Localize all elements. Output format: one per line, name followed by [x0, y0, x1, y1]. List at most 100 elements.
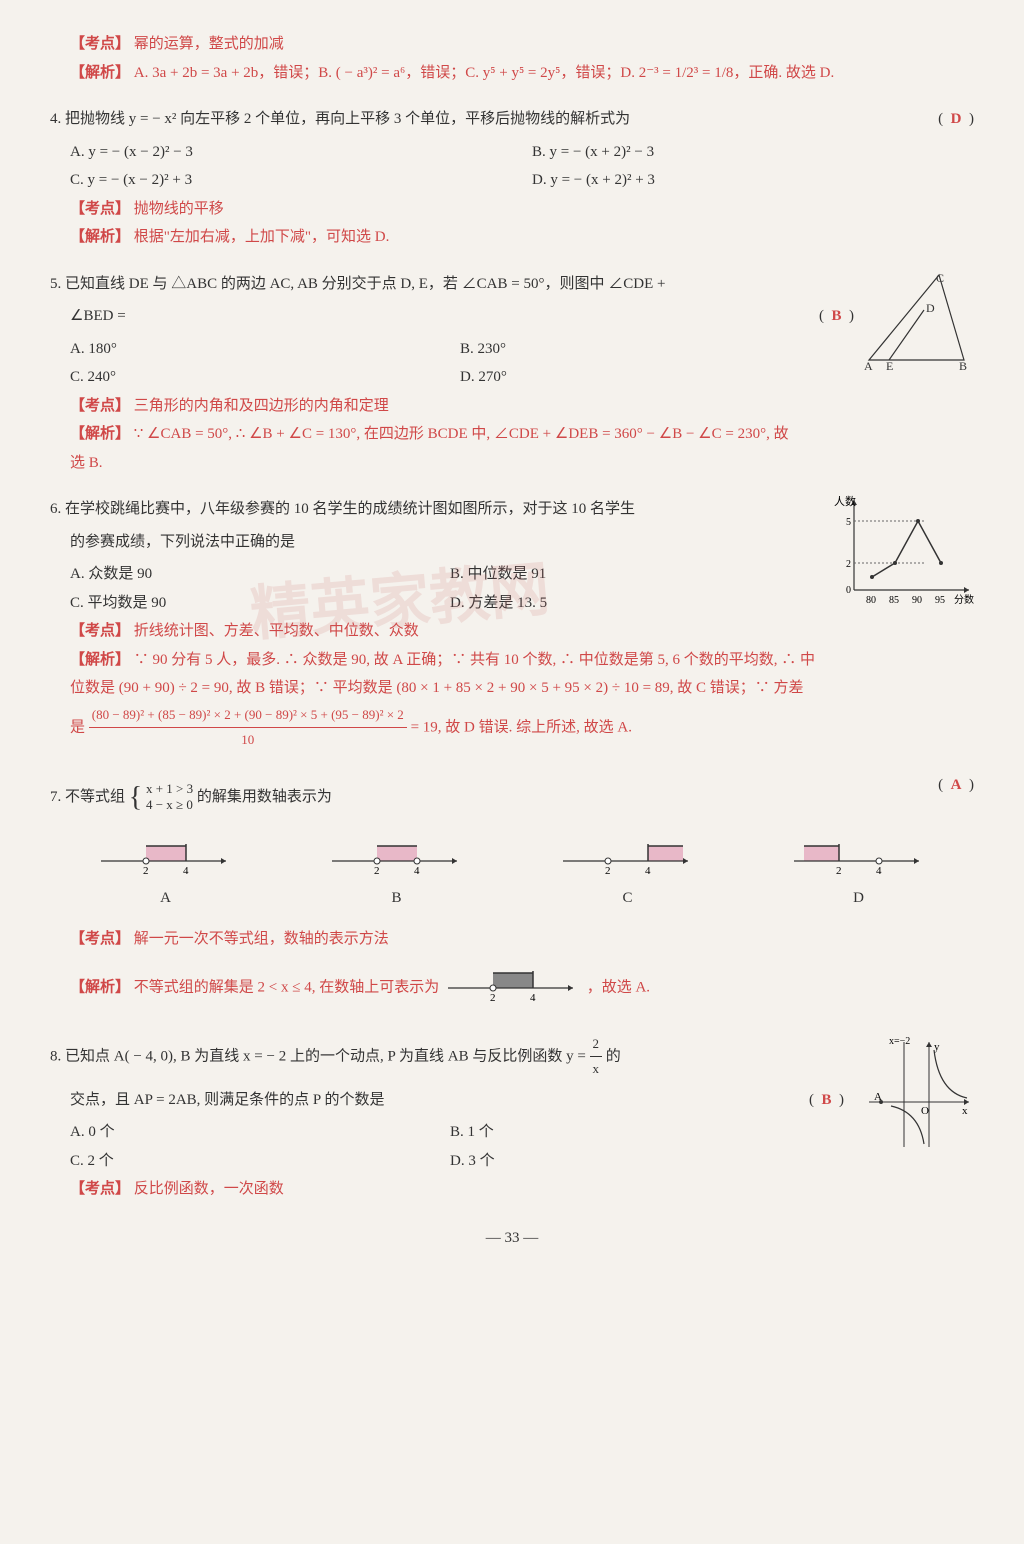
q6-kaodian: 【考点】 折线统计图、方差、平均数、中位数、众数 — [50, 617, 974, 646]
q4-stem: 4. 把抛物线 y = − x² 向左平移 2 个单位，再向上平移 3 个单位，… — [50, 105, 974, 134]
q7-jiexi-numberline: 2 4 — [443, 963, 583, 1014]
kaodian-text: 幂的运算，整式的加减 — [134, 36, 284, 52]
svg-text:4: 4 — [530, 992, 536, 1003]
q6-jiexi-text3a: 是 — [70, 719, 85, 735]
q7-nl-c: 2 4 C — [558, 836, 698, 913]
q7-stem: 7. 不等式组 { x + 1 > 3 4 − x ≥ 0 的解集用数轴表示为 … — [50, 771, 974, 824]
q6-opt-b: B. 中位数是 91 — [430, 560, 810, 589]
q8-frac: 2 x — [590, 1032, 603, 1082]
question-6: 精英家教网 人数 分数 0 2 5 80 85 90 95 6. 在学校跳绳比赛… — [50, 495, 974, 753]
svg-text:2: 2 — [836, 865, 842, 876]
top-block: 【考点】 幂的运算，整式的加减 【解析】 A. 3a + 2b = 3a + 2… — [50, 30, 974, 87]
q7-jiexi-text2: ，故选 A. — [587, 980, 650, 996]
q8-answer-paren: ( B ) — [809, 1086, 844, 1115]
q5-jiexi: 【解析】 ∵ ∠CAB = 50°, ∴ ∠B + ∠C = 130°, 在四边… — [50, 420, 974, 449]
q5-opt-b: B. 230° — [440, 335, 830, 364]
q4-jiexi: 【解析】 根据"左加右减，上加下减"，可知选 D. — [50, 223, 974, 252]
q5-jiexi-text1: ∵ ∠CAB = 50°, ∴ ∠B + ∠C = 130°, 在四边形 BCD… — [134, 426, 789, 442]
q8-kaodian: 【考点】 反比例函数，一次函数 — [50, 1175, 974, 1204]
q7-label-c: C — [622, 884, 632, 913]
q6-options: A. 众数是 90 B. 中位数是 91 C. 平均数是 90 D. 方差是 1… — [50, 560, 810, 617]
jiexi: 【解析】 A. 3a + 2b = 3a + 2b，错误；B. ( − a³)²… — [50, 59, 974, 88]
question-4: 4. 把抛物线 y = − x² 向左平移 2 个单位，再向上平移 3 个单位，… — [50, 105, 974, 252]
svg-text:85: 85 — [889, 595, 899, 605]
number-line-c-icon: 2 4 — [558, 836, 698, 876]
triangle-icon: A B C D E — [864, 270, 974, 370]
q7-text-post: 的解集用数轴表示为 — [197, 789, 332, 805]
q4-opt-d: D. y = − (x + 2)² + 3 — [512, 166, 974, 195]
q6-jiexi-text3b: = 19, 故 D 错误. 综上所述, 故选 A. — [411, 719, 632, 735]
q4-answer-paren: ( D ) — [938, 105, 974, 134]
kaodian: 【考点】 幂的运算，整式的加减 — [50, 30, 974, 59]
q8-frac-d: x — [590, 1057, 603, 1082]
svg-text:x=−2: x=−2 — [889, 1036, 910, 1047]
q8-graph: x=−2 y x O A — [859, 1032, 974, 1163]
q7-brace-top: x + 1 > 3 — [146, 781, 193, 796]
q8-text2: 交点，且 AP = 2AB, 则满足条件的点 P 的个数是 — [70, 1092, 384, 1108]
q6-frac-d: 10 — [89, 728, 407, 753]
q7-label-d: D — [853, 884, 864, 913]
q8-num: 8. — [50, 1048, 61, 1064]
jiexi-text: A. 3a + 2b = 3a + 2b，错误；B. ( − a³)² = a⁶… — [134, 65, 834, 81]
q4-answer: D — [951, 111, 962, 127]
q4-jiexi-text: 根据"左加右减，上加下减"，可知选 D. — [134, 229, 390, 245]
q4-opt-a: A. y = − (x − 2)² − 3 — [50, 138, 512, 167]
number-line-a-icon: 2 4 — [96, 836, 236, 876]
svg-text:人数: 人数 — [834, 495, 856, 508]
q7-answer-paren: ( A ) — [938, 771, 974, 800]
q7-kaodian: 【考点】 解一元一次不等式组，数轴的表示方法 — [50, 925, 974, 954]
q7-kaodian-label: 【考点】 — [70, 931, 130, 947]
q5-opt-a: A. 180° — [50, 335, 440, 364]
q5-kaodian-label: 【考点】 — [70, 398, 130, 414]
svg-text:2: 2 — [846, 559, 851, 570]
svg-text:80: 80 — [866, 595, 876, 605]
q7-jiexi: 【解析】 不等式组的解集是 2 < x ≤ 4, 在数轴上可表示为 2 4 ，故… — [50, 963, 974, 1014]
svg-text:2: 2 — [374, 865, 380, 876]
brace-icon: { — [129, 782, 142, 813]
q6-opt-d: D. 方差是 13. 5 — [430, 589, 810, 618]
q8-stem-2: 交点，且 AP = 2AB, 则满足条件的点 P 的个数是 ( B ) — [50, 1086, 974, 1115]
q5-text1: 已知直线 DE 与 △ABC 的两边 AC, AB 分别交于点 D, E，若 ∠… — [65, 276, 665, 292]
jiexi-label: 【解析】 — [70, 65, 130, 81]
q7-kaodian-text: 解一元一次不等式组，数轴的表示方法 — [134, 931, 389, 947]
svg-text:95: 95 — [935, 595, 945, 605]
q5-num: 5. — [50, 276, 61, 292]
q5-answer-paren: ( B ) — [819, 302, 854, 331]
svg-text:4: 4 — [876, 865, 882, 876]
kaodian-label: 【考点】 — [70, 36, 130, 52]
svg-text:5: 5 — [846, 517, 851, 528]
svg-text:A: A — [864, 359, 873, 370]
q4-kaodian-text: 抛物线的平移 — [134, 201, 224, 217]
svg-text:4: 4 — [645, 865, 651, 876]
q4-num: 4. — [50, 111, 61, 127]
q7-label-b: B — [391, 884, 401, 913]
q6-kaodian-text: 折线统计图、方差、平均数、中位数、众数 — [134, 623, 419, 639]
q4-opt-c: C. y = − (x − 2)² + 3 — [50, 166, 512, 195]
q5-opt-d: D. 270° — [440, 363, 830, 392]
q4-opt-b: B. y = − (x + 2)² − 3 — [512, 138, 974, 167]
q5-options: A. 180° B. 230° C. 240° D. 270° — [50, 335, 830, 392]
q4-text: 把抛物线 y = − x² 向左平移 2 个单位，再向上平移 3 个单位，平移后… — [65, 111, 630, 127]
q8-opt-a: A. 0 个 — [50, 1118, 430, 1147]
q5-text2: ∠BED = — [70, 308, 126, 324]
svg-text:90: 90 — [912, 595, 922, 605]
q7-text-pre: 不等式组 — [65, 789, 125, 805]
q4-jiexi-label: 【解析】 — [70, 229, 130, 245]
number-line-d-icon: 2 4 — [789, 836, 929, 876]
number-line-b-icon: 2 4 — [327, 836, 467, 876]
q4-kaodian: 【考点】 抛物线的平移 — [50, 195, 974, 224]
q6-jiexi-text2: 位数是 (90 + 90) ÷ 2 = 90, 故 B 错误；∵ 平均数是 (8… — [50, 674, 974, 703]
q6-jiexi-3: 是 (80 − 89)² + (85 − 89)² × 2 + (90 − 89… — [50, 703, 974, 753]
q7-number-lines: 2 4 A 2 4 B — [50, 836, 974, 913]
q6-jiexi-label: 【解析】 — [70, 652, 130, 668]
q8-stem-1: 8. 已知点 A( − 4, 0), B 为直线 x = − 2 上的一个动点,… — [50, 1032, 974, 1082]
svg-text:y: y — [934, 1041, 940, 1053]
q6-num: 6. — [50, 501, 61, 517]
svg-text:4: 4 — [414, 865, 420, 876]
question-7: 7. 不等式组 { x + 1 > 3 4 − x ≥ 0 的解集用数轴表示为 … — [50, 771, 974, 1014]
q8-answer: B — [821, 1092, 831, 1108]
hyperbola-icon: x=−2 y x O A — [859, 1032, 974, 1152]
q4-options: A. y = − (x − 2)² − 3 B. y = − (x + 2)² … — [50, 138, 974, 195]
q6-jiexi-1: 【解析】 ∵ 90 分有 5 人，最多. ∴ 众数是 90, 故 A 正确；∵ … — [50, 646, 974, 675]
q6-jiexi-text1: ∵ 90 分有 5 人，最多. ∴ 众数是 90, 故 A 正确；∵ 共有 10… — [134, 652, 815, 668]
